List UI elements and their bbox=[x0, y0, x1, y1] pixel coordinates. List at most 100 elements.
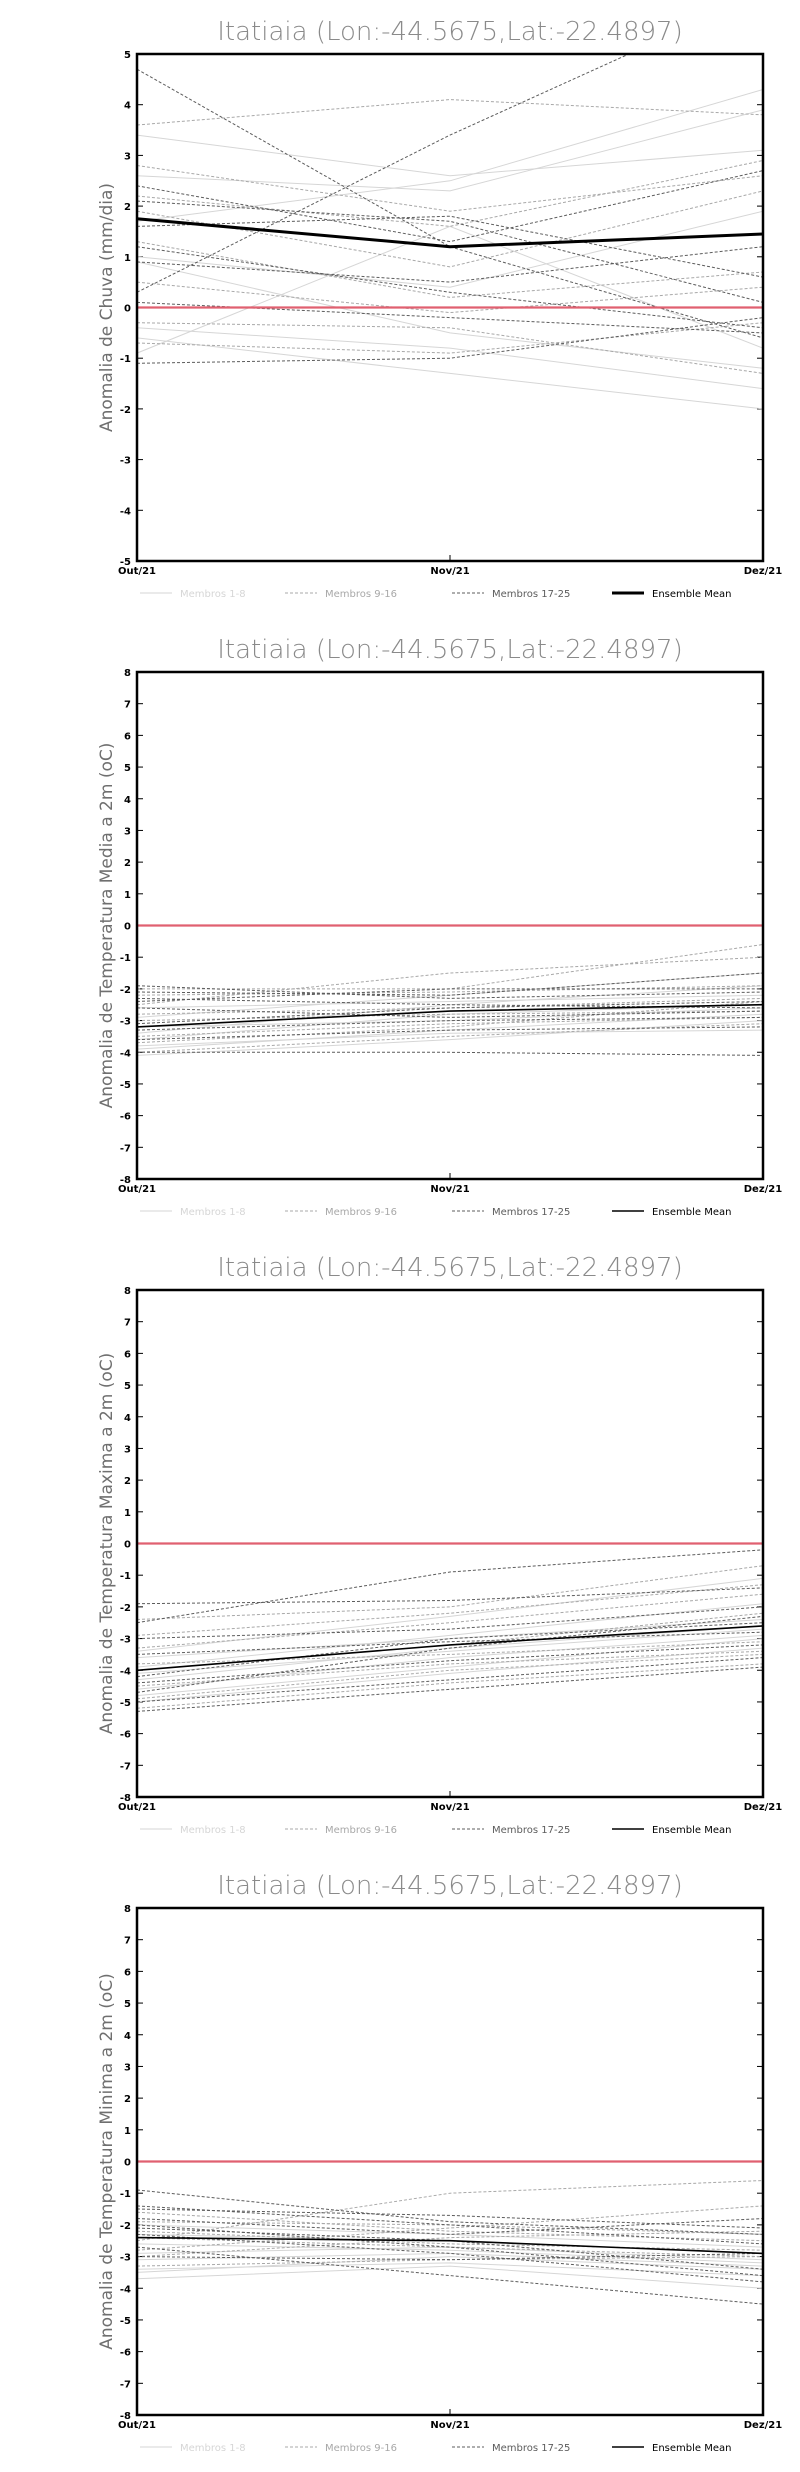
y-tick-label: 4 bbox=[124, 2031, 131, 2042]
y-tick-label: -7 bbox=[120, 2379, 131, 2390]
y-tick-label: -5 bbox=[120, 2316, 131, 2327]
y-tick-label: -1 bbox=[120, 1571, 131, 1582]
x-tick-label: Dez/21 bbox=[744, 2420, 783, 2431]
member-line-members-17-25 bbox=[137, 246, 763, 283]
member-line-members-9-16 bbox=[137, 2205, 763, 2251]
member-line-members-9-16 bbox=[137, 99, 763, 126]
member-line-members-17-25 bbox=[137, 1666, 763, 1712]
y-tick-label: 6 bbox=[124, 731, 131, 742]
y-tick-label: -8 bbox=[120, 2411, 131, 2422]
y-tick-label: 0 bbox=[124, 1540, 131, 1551]
y-tick-label: 4 bbox=[124, 795, 131, 806]
x-tick-label: Dez/21 bbox=[744, 566, 783, 577]
y-tick-label: -5 bbox=[120, 557, 131, 568]
series-group bbox=[137, 944, 763, 1056]
y-tick-label: -4 bbox=[120, 1666, 131, 1677]
series-group bbox=[137, 1549, 763, 1712]
chart-title: Itatiaia (Lon:-44.5675,Lat:-22.4897) bbox=[217, 635, 682, 665]
member-line-members-9-16 bbox=[137, 1016, 763, 1037]
chart-title: Itatiaia (Lon:-44.5675,Lat:-22.4897) bbox=[217, 1253, 682, 1283]
chart-title: Itatiaia (Lon:-44.5675,Lat:-22.4897) bbox=[217, 1871, 682, 1901]
member-line-members-17-25 bbox=[137, 246, 763, 329]
member-line-members-17-25 bbox=[137, 1644, 763, 1684]
member-line-members-17-25 bbox=[137, 988, 763, 1002]
member-line-members-17-25 bbox=[137, 1007, 763, 1018]
y-tick-label: -6 bbox=[120, 1112, 131, 1123]
y-tick-label: -2 bbox=[120, 2221, 131, 2232]
y-tick-label: 4 bbox=[124, 101, 131, 112]
y-tick-label: -6 bbox=[120, 2348, 131, 2359]
member-line-members-17-25 bbox=[137, 2205, 763, 2245]
plot-frame bbox=[135, 1906, 765, 2417]
member-line-members-17-25 bbox=[137, 1001, 763, 1025]
x-tick-label: Out/21 bbox=[118, 1802, 156, 1813]
member-line-members-1-8 bbox=[137, 134, 763, 177]
legend-label-members-9-16: Membros 9-16 bbox=[325, 2443, 397, 2454]
y-tick-label: 3 bbox=[124, 2062, 131, 2073]
member-line-members-9-16 bbox=[137, 2221, 763, 2235]
member-line-members-1-8 bbox=[137, 985, 763, 1034]
series-group bbox=[137, 54, 763, 410]
y-tick-label: 6 bbox=[124, 1349, 131, 1360]
member-line-members-9-16 bbox=[137, 985, 763, 996]
y-axis-label: Anomalia de Temperatura Minima a 2m (oC) bbox=[97, 1973, 117, 2350]
y-tick-label: 2 bbox=[124, 858, 131, 869]
member-line-members-9-16 bbox=[137, 1001, 763, 1044]
y-tick-label: -1 bbox=[120, 953, 131, 964]
member-line-members-17-25 bbox=[137, 1051, 763, 1056]
y-axis-label: Anomalia de Chuva (mm/dia) bbox=[97, 183, 117, 432]
y-axis-label: Anomalia de Temperatura Maxima a 2m (oC) bbox=[97, 1353, 117, 1735]
member-line-members-9-16 bbox=[137, 1653, 763, 1700]
y-tick-label: 5 bbox=[124, 763, 131, 774]
member-line-members-1-8 bbox=[137, 1647, 763, 1703]
member-line-members-1-8 bbox=[137, 1577, 763, 1652]
member-line-members-1-8 bbox=[137, 1628, 763, 1674]
legend-label-members-17-25: Membros 17-25 bbox=[492, 2443, 570, 2454]
member-line-members-1-8 bbox=[137, 1638, 763, 1697]
legend-label-members-9-16: Membros 9-16 bbox=[325, 589, 397, 600]
legend-label-ensemble-mean: Ensemble Mean bbox=[652, 2443, 731, 2454]
member-line-members-17-25 bbox=[137, 1026, 763, 1041]
y-tick-label: -3 bbox=[120, 456, 131, 467]
member-line-members-9-16 bbox=[137, 1584, 763, 1636]
y-tick-label: -8 bbox=[120, 1793, 131, 1804]
member-line-members-1-8 bbox=[137, 2252, 763, 2267]
member-line-members-17-25 bbox=[137, 215, 763, 278]
y-tick-label: -4 bbox=[120, 2284, 131, 2295]
member-line-members-1-8 bbox=[137, 1029, 763, 1047]
member-line-members-17-25 bbox=[137, 170, 763, 243]
ensemble-mean-line bbox=[137, 2236, 763, 2255]
member-line-members-9-16 bbox=[137, 1565, 763, 1620]
member-line-members-17-25 bbox=[137, 1587, 763, 1605]
member-line-members-1-8 bbox=[137, 994, 763, 1009]
legend-label-members-17-25: Membros 17-25 bbox=[492, 1207, 570, 1218]
legend: Membros 1-8 Membros 9-16 Membros 17-25 Ense… bbox=[140, 2443, 731, 2454]
y-tick-label: -1 bbox=[120, 2189, 131, 2200]
member-line-members-9-16 bbox=[137, 2237, 763, 2258]
y-tick-label: -8 bbox=[120, 1175, 131, 1186]
ensemble-mean-line bbox=[137, 1625, 763, 1672]
legend: Membros 1-8 Membros 9-16 Membros 17-25 Ense… bbox=[140, 1825, 731, 1836]
y-tick-label: 6 bbox=[124, 1967, 131, 1978]
y-tick-label: 2 bbox=[124, 2094, 131, 2105]
member-line-members-9-16 bbox=[137, 1010, 763, 1022]
member-line-members-17-25 bbox=[137, 1016, 763, 1031]
y-tick-label: -7 bbox=[120, 1143, 131, 1154]
x-tick-label: Out/21 bbox=[118, 1184, 156, 1195]
member-line-members-17-25 bbox=[137, 301, 763, 334]
member-line-members-1-8 bbox=[137, 1004, 763, 1041]
y-tick-label: 5 bbox=[124, 1999, 131, 2010]
y-tick-label: -2 bbox=[120, 405, 131, 416]
y-tick-label: 1 bbox=[124, 1508, 131, 1519]
legend-label-members-1-8: Membros 1-8 bbox=[180, 2443, 246, 2454]
member-line-members-1-8 bbox=[137, 261, 763, 369]
y-tick-label: -7 bbox=[120, 1761, 131, 1772]
y-tick-label: -3 bbox=[120, 1635, 131, 1646]
chart-panel-3: Itatiaia (Lon:-44.5675,Lat:-22.4897) Anom… bbox=[97, 1253, 782, 1836]
y-tick-label: -6 bbox=[120, 1730, 131, 1741]
member-line-members-1-8 bbox=[137, 337, 763, 410]
x-tick-label: Nov/21 bbox=[430, 566, 469, 577]
member-line-members-17-25 bbox=[137, 1549, 763, 1624]
member-line-members-1-8 bbox=[137, 1634, 763, 1690]
